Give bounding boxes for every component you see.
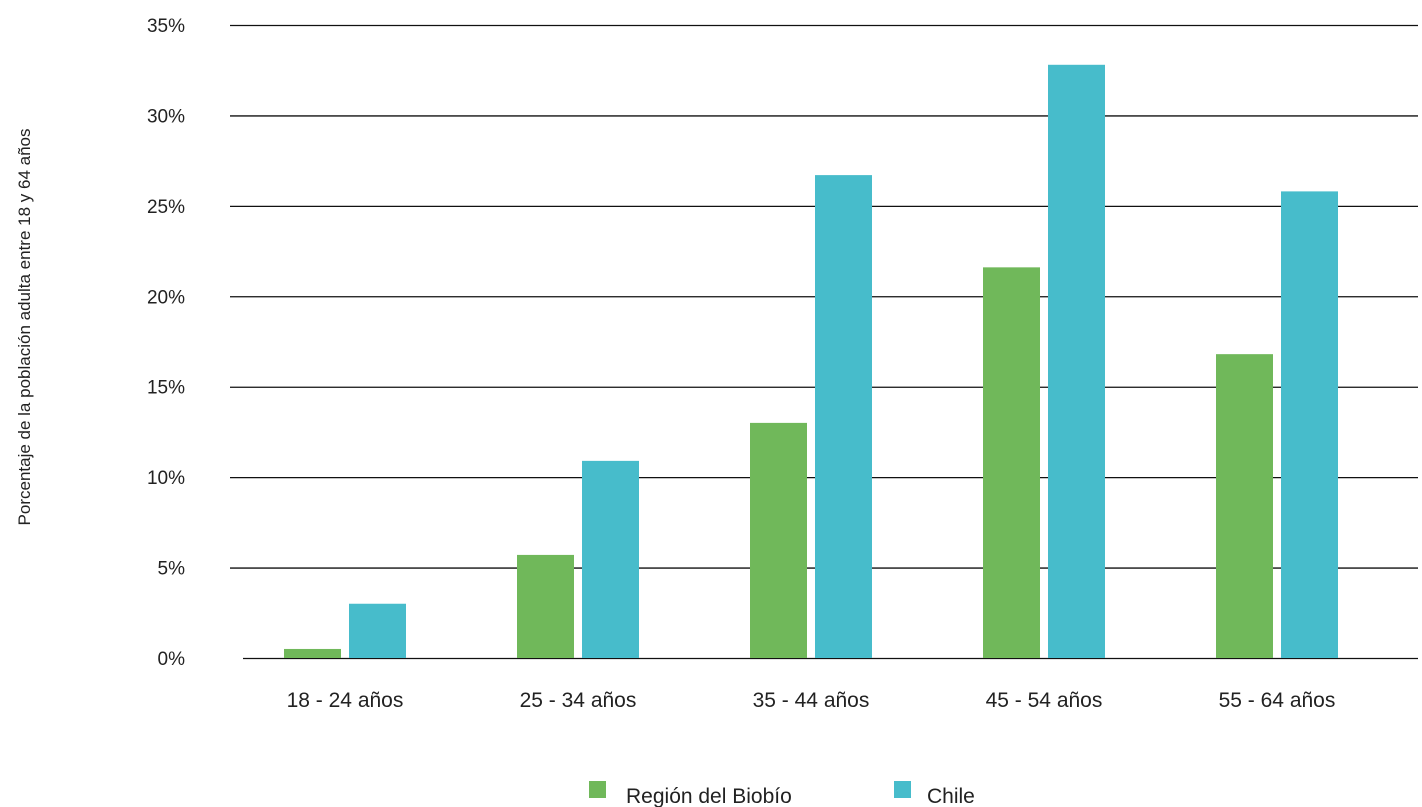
bar-region — [284, 648, 341, 658]
y-tick-label: 15% — [147, 378, 185, 399]
legend: Región del Biobío Chile — [589, 781, 975, 807]
legend-label: Chile — [927, 785, 975, 807]
y-tick-label: 30% — [147, 106, 185, 127]
x-tick-label: 25 - 34 años — [520, 689, 637, 712]
bar-chile — [582, 460, 639, 658]
bar-chile — [349, 603, 406, 658]
y-tick-label: 35% — [147, 16, 185, 37]
x-tick-label: 35 - 44 años — [753, 689, 870, 712]
legend-swatch — [589, 781, 606, 798]
bar-region — [983, 267, 1040, 658]
bars — [284, 64, 1338, 659]
y-axis-title: Porcentaje de la población adulta entre … — [15, 129, 34, 526]
y-tick-label: 20% — [147, 287, 185, 308]
bar-chile — [815, 175, 872, 658]
bar-region — [750, 422, 807, 658]
y-tick-label: 5% — [158, 559, 186, 580]
bar-chile — [1281, 191, 1338, 659]
x-tick-label: 45 - 54 años — [986, 689, 1103, 712]
x-axis-labels: 18 - 24 años 25 - 34 años 35 - 44 años 45 -… — [287, 689, 1336, 712]
x-tick-label: 18 - 24 años — [287, 689, 404, 712]
bar-region — [517, 554, 574, 658]
y-tick-label: 0% — [158, 649, 186, 670]
bar-chile — [1048, 64, 1105, 658]
y-tick-label: 10% — [147, 468, 185, 489]
legend-label: Región del Biobío — [626, 785, 792, 807]
legend-swatch — [894, 781, 911, 798]
bar-region — [1216, 354, 1273, 658]
y-tick-label: 25% — [147, 197, 185, 218]
x-tick-label: 55 - 64 años — [1219, 689, 1336, 712]
y-axis-ticks: 0% 5% 10% 15% 20% 25% 30% 35% — [147, 16, 185, 670]
